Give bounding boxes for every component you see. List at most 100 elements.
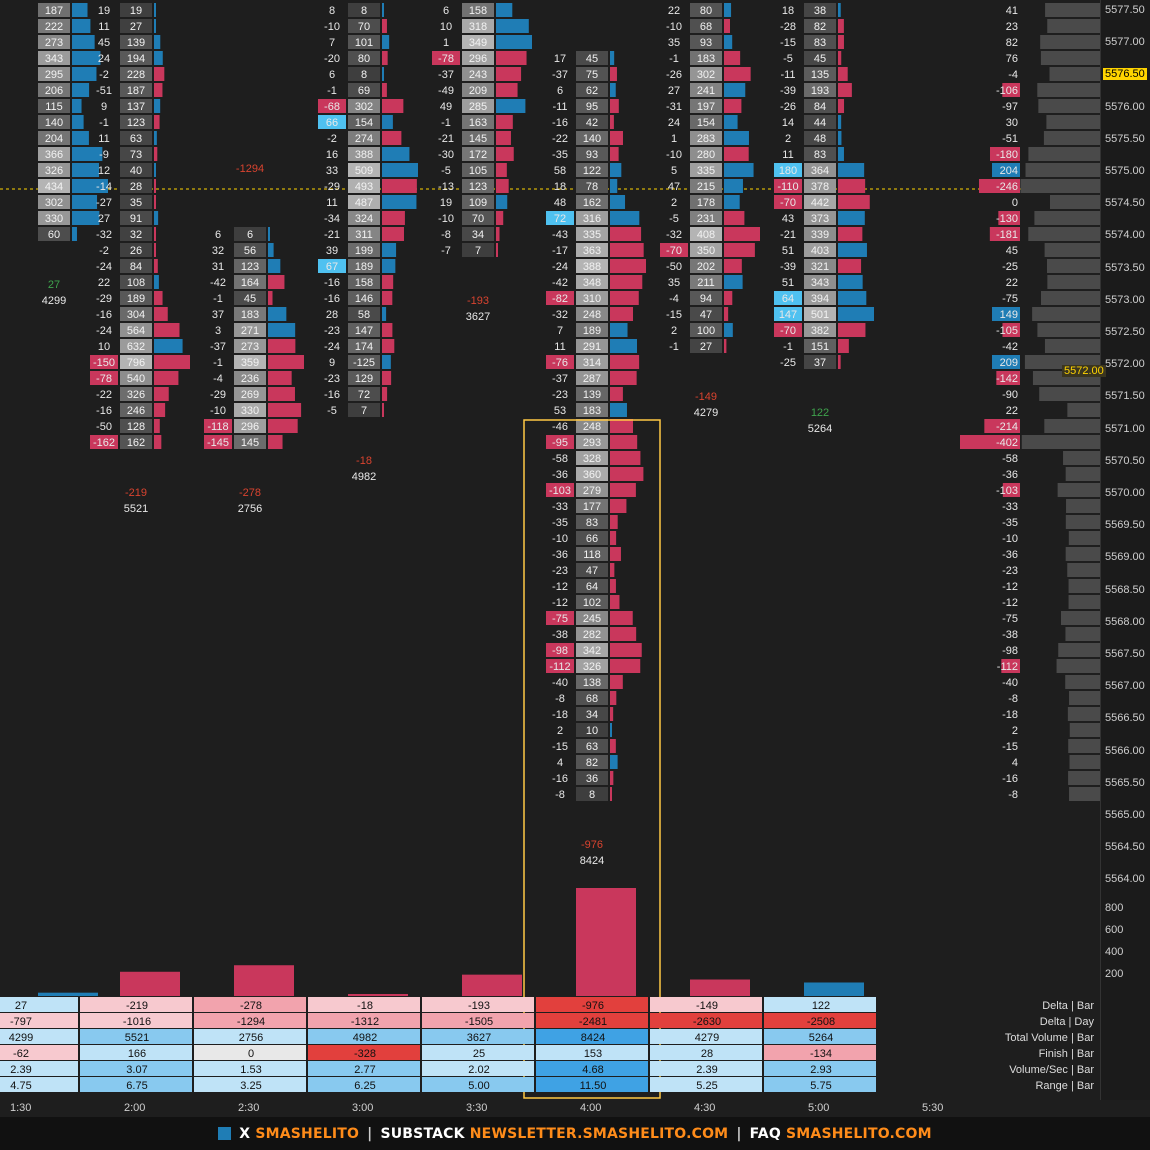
delta-cell: -1 <box>669 341 679 353</box>
volume-cell: 348 <box>583 277 601 289</box>
volume-profile-bar <box>1047 275 1100 289</box>
volume-cell: 540 <box>127 373 145 385</box>
footer-substack-url[interactable]: NEWSLETTER.SMASHELITO.COM <box>469 1125 729 1142</box>
delta-cell: -1 <box>441 117 451 129</box>
volume-cell-bg <box>576 195 608 209</box>
volume-cell-bg <box>38 195 70 209</box>
delta-cell: 39 <box>326 245 338 257</box>
imbalance-bar <box>382 371 392 385</box>
volume-cell-bg <box>576 483 608 497</box>
volume-cell: 342 <box>583 645 601 657</box>
volume-cell: 6 <box>247 229 253 241</box>
volume-cell: 73 <box>130 149 142 161</box>
imbalance-bar <box>154 83 163 97</box>
delta-cell: -150 <box>93 357 115 369</box>
delta-cell: -21 <box>324 229 340 241</box>
stats-cell-bg <box>80 1013 192 1028</box>
imbalance-bar <box>72 131 89 145</box>
volume-cell-bg <box>576 547 608 561</box>
delta-cell: -32 <box>552 309 568 321</box>
delta-cell: -78 <box>96 373 112 385</box>
delta-cell: 31 <box>212 261 224 273</box>
volume-profile-bar <box>1050 195 1100 209</box>
volume-cell-bg <box>348 371 380 385</box>
imbalance-bar <box>838 35 844 49</box>
volume-cell: 140 <box>583 133 601 145</box>
volume-cell-bg <box>576 403 608 417</box>
volume-cell: 36 <box>586 773 598 785</box>
volume-cell-bg <box>576 371 608 385</box>
price-axis-label: 5575.50 <box>1105 132 1145 145</box>
stats-cell-bg <box>764 1013 876 1028</box>
delta-cell: 9 <box>329 357 335 369</box>
volume-cell: 94 <box>700 293 712 305</box>
imbalance-bar <box>724 339 727 353</box>
delta-cell: -10 <box>552 533 568 545</box>
delta-cell: 11 <box>98 21 109 33</box>
volume-cell-bg <box>690 211 722 225</box>
stats-cell-bg <box>194 1013 306 1028</box>
delta-cell: 6 <box>329 69 335 81</box>
imbalance-bar <box>610 387 623 401</box>
volume-cell: 139 <box>583 389 601 401</box>
stats-cell: 2.02 <box>468 1064 489 1076</box>
footer-x-handle[interactable]: SMASHELITO <box>255 1125 360 1142</box>
stats-cell: -62 <box>13 1048 29 1060</box>
footer-faq-url[interactable]: SMASHELITO.COM <box>786 1125 932 1142</box>
imbalance-bar <box>838 259 862 273</box>
volume-histogram-bar <box>38 992 98 996</box>
volume-cell-bg <box>804 307 836 321</box>
price-axis-label: 5564.00 <box>1105 873 1145 886</box>
footer-separator: | <box>367 1125 373 1142</box>
volume-cell: 83 <box>586 517 598 529</box>
stats-row-label: Total Volume | Bar <box>1005 1032 1094 1044</box>
volume-cell: 283 <box>697 133 715 145</box>
volume-cell-bg <box>120 83 152 97</box>
volume-cell-bg <box>576 83 608 97</box>
imbalance-bar <box>610 275 643 289</box>
volume-cell: 321 <box>811 261 829 273</box>
stats-cell-bg <box>764 997 876 1012</box>
imbalance-bar <box>154 243 156 257</box>
volume-cell-bg <box>120 403 152 417</box>
delta-cell: 45 <box>98 37 110 49</box>
imbalance-bar <box>154 131 157 145</box>
volume-cell-bg <box>120 291 152 305</box>
volume-cell: 189 <box>355 261 373 273</box>
volume-cell: 45 <box>244 293 256 305</box>
imbalance-bar <box>72 83 90 97</box>
volume-cell: 163 <box>469 117 487 129</box>
footprint-chart[interactable]: 187 222 273 343 295 206 115 140 204 366 326 434 302 3… <box>0 0 1100 1100</box>
stats-cell: 8424 <box>581 1032 605 1044</box>
footer-substack-label: SUBSTACK <box>380 1125 465 1142</box>
imbalance-bar <box>610 483 636 497</box>
delta-cell: -70 <box>780 197 796 209</box>
price-axis-label: 5574.50 <box>1105 197 1145 210</box>
imbalance-bar <box>838 147 844 161</box>
volume-cell: 48 <box>814 133 826 145</box>
price-axis[interactable]: 5577.50 5577.00 5576.50 5576.00 5575.50 5575.… <box>1100 0 1150 1100</box>
volume-cell: -125 <box>353 357 375 369</box>
imbalance-bar <box>610 579 616 593</box>
price-axis-label: 5564.50 <box>1105 841 1145 854</box>
volume-cell-bg <box>576 179 608 193</box>
price-axis-label: 5571.50 <box>1105 390 1145 403</box>
delta-cell-bg <box>774 307 802 321</box>
volume-cell-bg <box>576 611 608 625</box>
stats-cell: 4.68 <box>582 1064 603 1076</box>
imbalance-bar <box>382 323 393 337</box>
volume-cell-bg <box>576 243 608 257</box>
volume-cell-bg <box>462 83 494 97</box>
profile-delta-label: -36 <box>1002 549 1018 561</box>
volume-cell-bg <box>576 787 608 801</box>
volume-cell-bg <box>462 163 494 177</box>
volume-cell-bg <box>348 19 380 33</box>
volume-cell: 32 <box>130 229 142 241</box>
volume-cell-bg <box>804 19 836 33</box>
volume-profile-bar <box>1065 675 1100 689</box>
imbalance-bar <box>838 195 870 209</box>
volume-cell: 326 <box>45 165 63 177</box>
stats-row-label: Delta | Day <box>1040 1016 1095 1028</box>
bar-delta-label: -219 <box>125 487 147 499</box>
delta-cell: -10 <box>210 405 226 417</box>
